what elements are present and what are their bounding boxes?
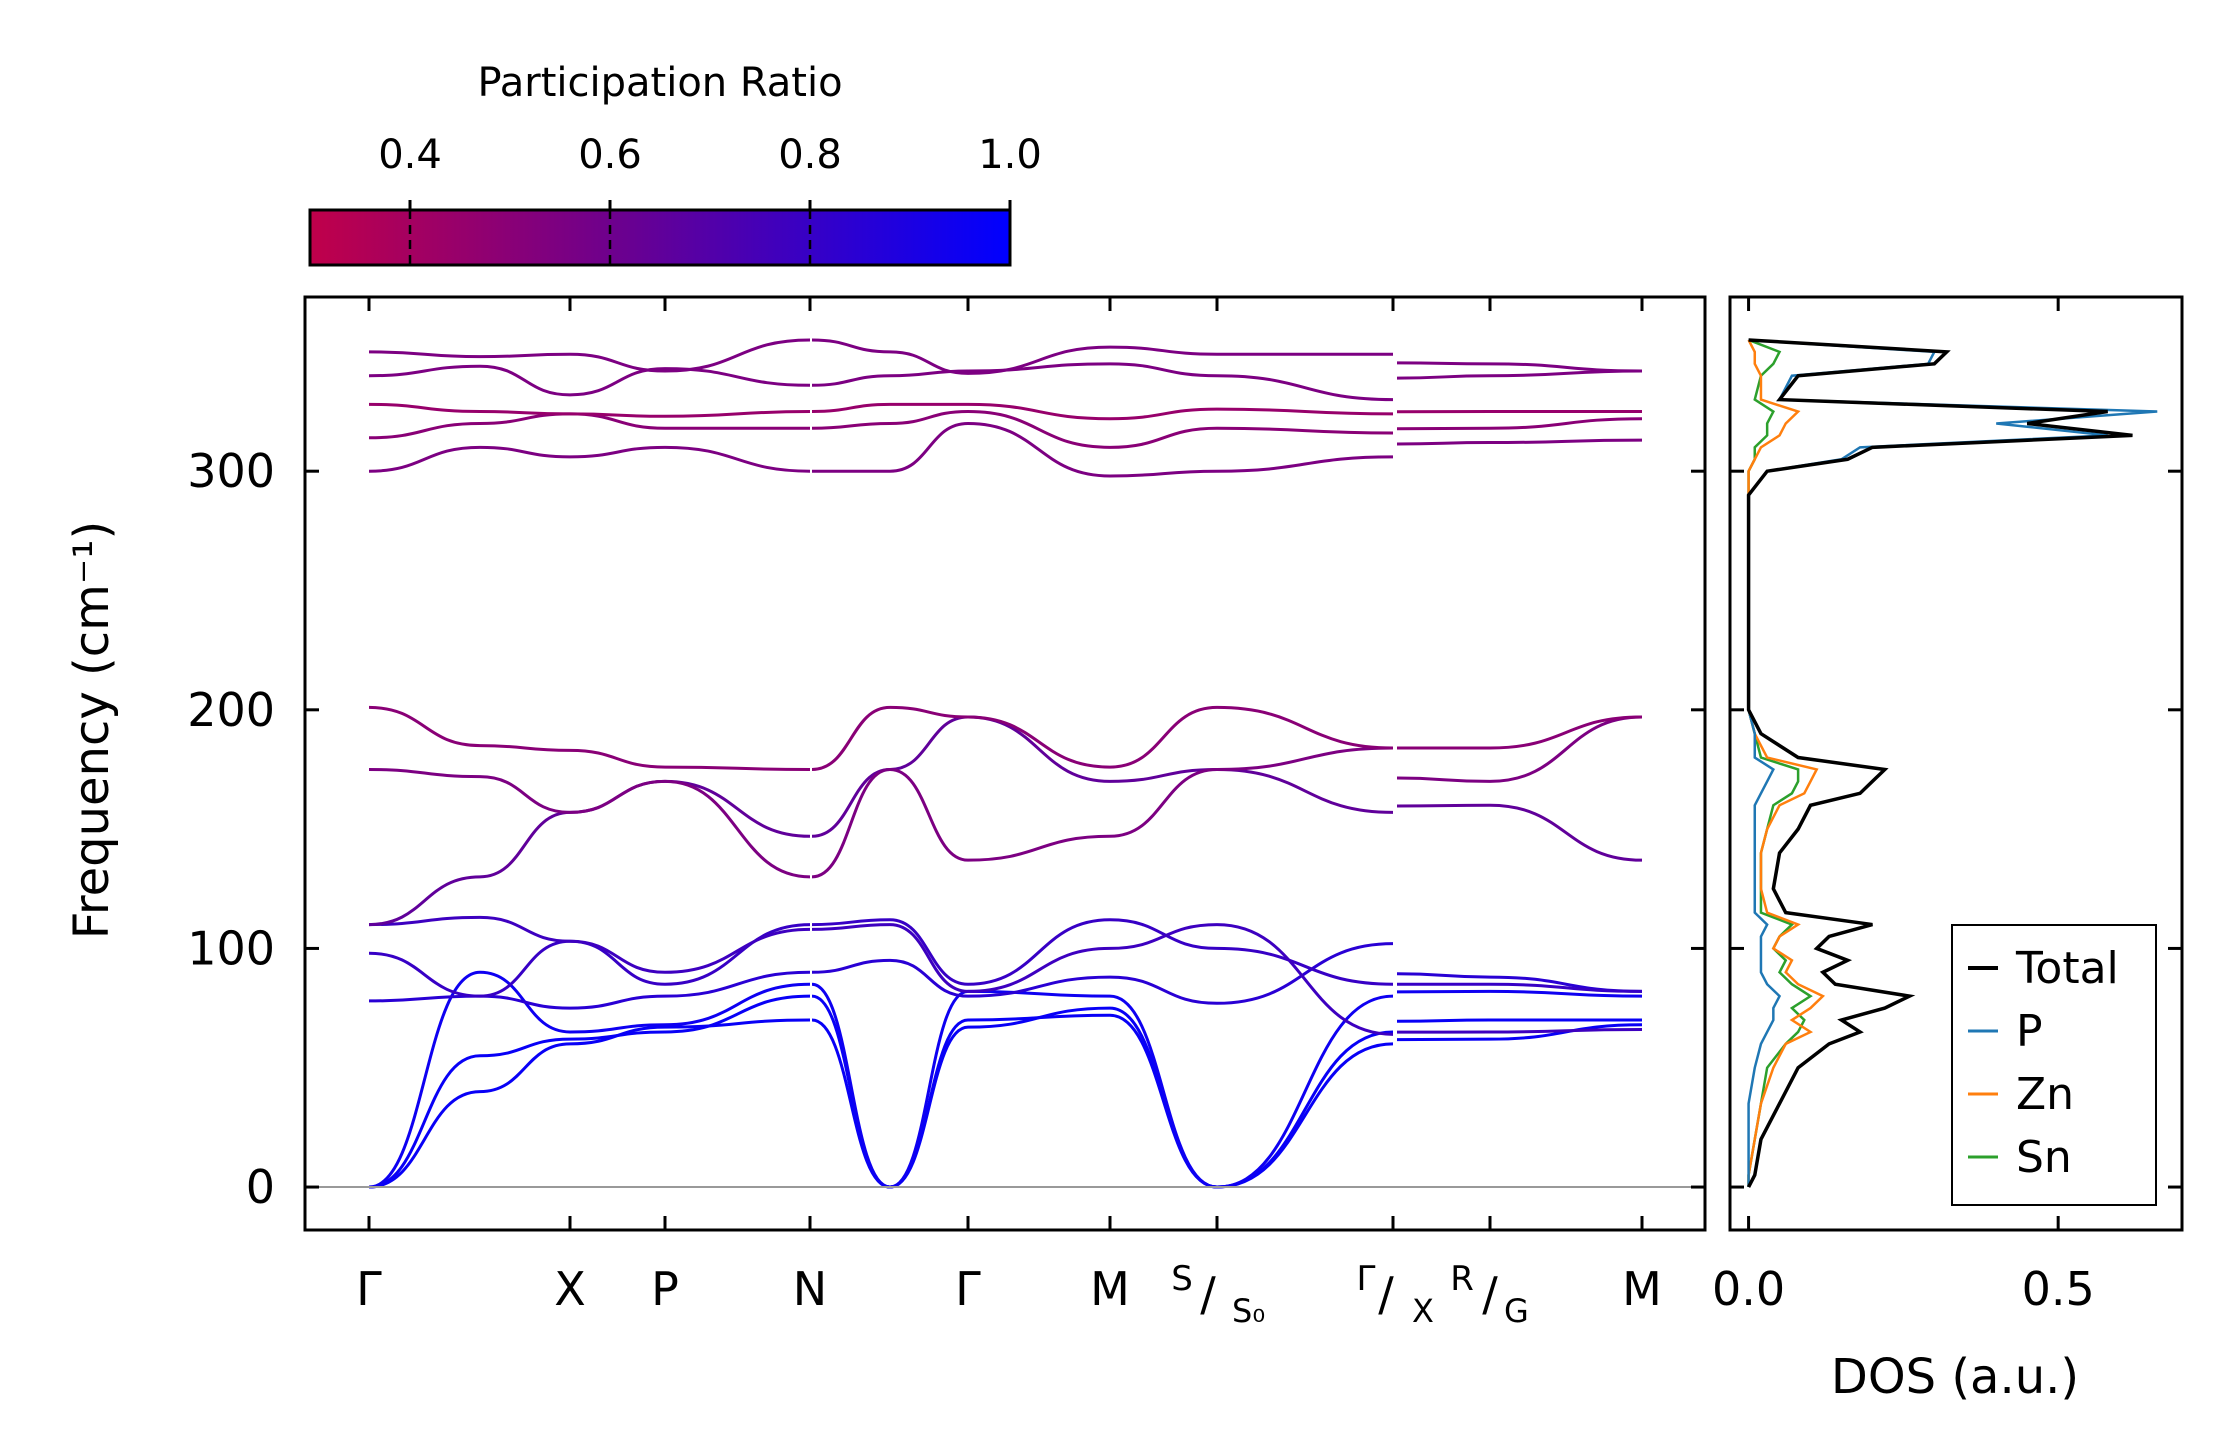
x-tick-label-13: / <box>1482 1267 1498 1321</box>
y-tick-label-300: 300 <box>187 444 275 498</box>
dos-x-tick-label-0: 0.0 <box>1712 1262 1785 1316</box>
band-line-optic-high-5-1 <box>811 338 1394 375</box>
band-line-optic-high-4-1 <box>811 362 1394 402</box>
band-y-ticks: 0 100 200 300 <box>187 444 1705 1214</box>
band-line-acoustic-2-0 <box>368 994 811 1189</box>
colorbar-gradient <box>308 208 1012 267</box>
band-line-optic-high-5-2 <box>1396 361 1643 373</box>
x-tick-label-5: M <box>1090 1262 1130 1316</box>
band-line-optic-low-3-1 <box>811 923 1394 1036</box>
x-tick-label-7: / <box>1200 1267 1216 1321</box>
x-tick-label-10: / <box>1378 1267 1394 1321</box>
x-tick-label-15: M <box>1622 1262 1662 1316</box>
band-line-optic-low-2-1 <box>811 918 1394 986</box>
x-axis-label-dos: DOS (a.u.) <box>1831 1349 2079 1405</box>
band-line-acoustic-1-0 <box>368 1018 811 1189</box>
band-x-ticks: Γ X P N Γ M S / S₀Γ / XR / G M <box>356 297 1662 1330</box>
band-line-optic-mid-3-2 <box>1397 715 1643 750</box>
band-line-acoustic-1-1 <box>811 1006 1394 1189</box>
band-line-acoustic-2-2 <box>1396 1018 1642 1023</box>
band-line-optic-mid-2-1 <box>811 746 1394 879</box>
x-tick-label-14: G <box>1504 1292 1529 1330</box>
band-line-optic-high-5-0 <box>368 338 811 373</box>
dos-line-zn <box>1747 339 1826 1188</box>
x-tick-label-4: Γ <box>955 1262 981 1316</box>
y-axis-label: Frequency (cm⁻¹) <box>64 521 120 939</box>
band-line-optic-low-3-2 <box>1396 1028 1643 1034</box>
band-line-optic-high-1-1 <box>812 421 1394 478</box>
x-tick-label-0: Γ <box>356 1262 382 1316</box>
colorbar-ticks: 0.4 0.6 0.8 1.0 <box>378 132 1042 265</box>
band-line-optic-low-1-2 <box>1396 972 1643 993</box>
dos-x-tick-label-1: 0.5 <box>2022 1262 2095 1316</box>
band-line-optic-high-1-2 <box>1396 438 1643 446</box>
band-line-optic-mid-2-2 <box>1396 715 1643 783</box>
dos-lines <box>1746 338 2158 1188</box>
band-line-acoustic-3-1 <box>811 982 1394 1189</box>
band-line-optic-low-1-1 <box>811 942 1394 1005</box>
dos-panel: 0.0 0.5 DOS (a.u.) Total P Zn Sn <box>1712 295 2184 1405</box>
colorbar: Participation Ratio 0.4 0.6 0.8 1.0 <box>308 60 1042 267</box>
band-line-optic-high-3-1 <box>811 402 1394 421</box>
y-tick-label-100: 100 <box>187 921 275 975</box>
band-line-optic-low-2-0 <box>368 923 811 998</box>
y-tick-label-0: 0 <box>246 1160 275 1214</box>
colorbar-title: Participation Ratio <box>477 60 842 106</box>
band-line-optic-mid-3-0 <box>368 705 811 771</box>
legend-label-sn: Sn <box>2016 1132 2072 1183</box>
x-tick-label-9: Γ <box>1357 1259 1376 1299</box>
band-line-optic-mid-2-0 <box>368 767 811 879</box>
legend-label-p: P <box>2016 1006 2043 1057</box>
x-tick-label-6: S <box>1171 1259 1193 1299</box>
band-line-optic-high-3-0 <box>368 402 811 418</box>
band-line-optic-high-2-2 <box>1396 417 1643 431</box>
band-line-optic-low-2-2 <box>1397 982 1643 993</box>
legend-label-total: Total <box>2015 943 2119 994</box>
band-line-optic-mid-3-1 <box>811 705 1394 771</box>
band-line-optic-mid-1-2 <box>1396 803 1643 862</box>
y-tick-label-200: 200 <box>187 683 275 737</box>
x-tick-label-3: N <box>793 1262 827 1316</box>
cb-tick-label-2: 0.8 <box>778 132 842 178</box>
band-line-optic-mid-1-0 <box>368 779 811 927</box>
band-line-optic-high-2-0 <box>368 412 810 440</box>
x-tick-label-8: S₀ <box>1232 1292 1265 1330</box>
band-axes-frame <box>303 295 1707 1232</box>
band-line-acoustic-3-0 <box>368 970 811 1189</box>
band-line-acoustic-3-2 <box>1396 989 1643 998</box>
dos-line-p <box>1747 338 2158 1188</box>
legend-label-zn: Zn <box>2016 1069 2074 1120</box>
dos-ticks: 0.0 0.5 <box>1712 297 2182 1316</box>
x-tick-label-1: X <box>554 1262 586 1316</box>
band-line-optic-low-3-0 <box>368 915 811 974</box>
band-line-optic-low-1-0 <box>368 970 811 1010</box>
band-line-optic-high-1-0 <box>368 445 811 473</box>
x-tick-label-12: R <box>1450 1259 1474 1299</box>
dos-line-total <box>1746 338 2133 1188</box>
band-line-acoustic-1-2 <box>1396 1023 1643 1042</box>
dos-axes-frame <box>1728 295 2184 1232</box>
band-line-optic-high-4-0 <box>368 364 811 397</box>
legend-entries: Total P Zn Sn <box>1968 943 2119 1183</box>
x-tick-label-2: P <box>651 1262 679 1316</box>
band-lines <box>368 338 1643 1189</box>
band-line-optic-high-4-2 <box>1396 369 1643 380</box>
cb-tick-label-0: 0.4 <box>378 132 442 178</box>
x-tick-label-11: X <box>1412 1292 1434 1330</box>
legend: Total P Zn Sn <box>1951 924 2157 1206</box>
cb-tick-label-3: 1.0 <box>978 132 1042 178</box>
cb-tick-label-1: 0.6 <box>578 132 642 178</box>
band-line-optic-high-2-1 <box>811 410 1394 449</box>
band-line-optic-mid-1-1 <box>811 715 1394 838</box>
